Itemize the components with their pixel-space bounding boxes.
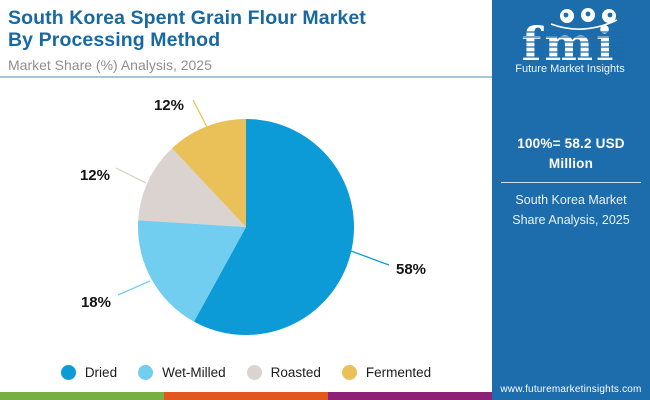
footer-accent-bar <box>0 392 492 400</box>
legend-label: Fermented <box>365 364 432 380</box>
chart-legend: Dried Wet-Milled Roasted Fermented <box>0 362 492 382</box>
pie-slice-roasted <box>138 148 246 227</box>
market-size-stat: 100%= 58.2 USD Million <box>517 136 625 172</box>
logo-stripes <box>517 31 625 58</box>
chart-panel: South Korea Spent Grain Flour Market By … <box>0 7 492 400</box>
logo-wordmark: fmi <box>522 17 617 71</box>
sidebar: fmi Future Market Insights 100%= 58.2 US… <box>492 0 650 400</box>
footer-bar-segment <box>328 392 492 400</box>
legend-dot-dried <box>60 364 76 380</box>
pie-slice-fermented <box>172 119 246 227</box>
page-subtitle: Market Share (%) Analysis, 2025 <box>8 56 212 73</box>
logo-tagline: Future Market Insights <box>515 63 625 75</box>
legend-dot-wet-milled <box>138 364 154 380</box>
page-title-line2: By Processing Method <box>8 28 221 51</box>
label-leader-line <box>117 280 151 296</box>
page-title-line1: South Korea Spent Grain Flour Market <box>8 7 366 29</box>
pie-slice-dried <box>193 119 355 335</box>
page-title: South Korea Spent Grain Flour Market By … <box>8 7 488 52</box>
website-link[interactable]: www.futuremarketinsights.com <box>500 384 642 395</box>
header: South Korea Spent Grain Flour Market By … <box>8 7 488 73</box>
legend-dot-roasted <box>246 364 262 380</box>
label-leader-line <box>350 250 390 266</box>
legend-label: Wet-Milled <box>162 364 226 380</box>
sidebar-divider <box>501 181 641 183</box>
legend-item-fermented: Fermented <box>341 364 432 380</box>
fmi-logo: fmi Future Market Insights <box>515 8 625 75</box>
footer-bar-segment <box>0 392 164 400</box>
header-divider <box>0 76 492 78</box>
logo-arc <box>550 19 618 30</box>
pie-chart: 58% 18% 12% 12% <box>80 97 426 335</box>
pie-value-label-roasted: 12% <box>80 167 110 184</box>
pie-value-label-fermented: 12% <box>154 97 184 114</box>
footer-bar-segment <box>164 392 328 400</box>
legend-item-roasted: Roasted <box>246 364 321 380</box>
legend-item-wet-milled: Wet-Milled <box>138 364 226 380</box>
pie-slice-wet-milled <box>138 220 246 322</box>
legend-item-dried: Dried <box>60 364 118 380</box>
label-leader-line <box>192 99 208 128</box>
label-leader-line <box>115 167 147 184</box>
legend-label: Roasted <box>270 364 321 380</box>
pie-value-label-wet-milled: 18% <box>81 294 111 311</box>
legend-dot-fermented <box>341 364 357 380</box>
pie-value-label-dried: 58% <box>396 261 426 278</box>
legend-label: Dried <box>84 364 118 380</box>
sidebar-caption: South Korea Market Share Analysis, 2025 <box>512 192 630 227</box>
